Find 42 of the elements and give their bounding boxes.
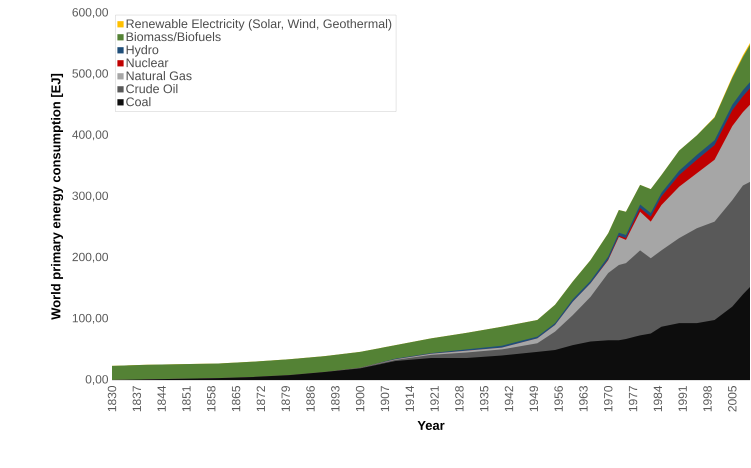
x-tick-label: 1907: [380, 386, 390, 412]
y-tick-label: 600,00: [72, 8, 108, 18]
y-tick-label: 500,00: [72, 69, 108, 80]
x-tick-label: 1984: [654, 386, 662, 412]
x-tick-label: 1963: [579, 386, 588, 412]
x-tick-label: 1942: [504, 386, 514, 412]
x-tick-label: 1900: [356, 386, 364, 412]
legend-label: Crude Oil: [126, 84, 178, 94]
x-tick-label: 1935: [480, 386, 488, 412]
x-tick-label: 1928: [455, 386, 464, 412]
x-axis-title: Year: [418, 420, 444, 430]
x-tick-label: 1837: [132, 386, 142, 412]
x-tick-label: 1858: [207, 386, 216, 412]
legend-label: Biomass/Biofuels: [126, 32, 221, 42]
x-tick-label: 1879: [281, 386, 290, 412]
x-tick-label: 1977: [628, 386, 638, 412]
x-tick-label: 1970: [604, 386, 612, 412]
y-tick-label: 100,00: [72, 314, 108, 324]
x-tick-label: 1998: [703, 386, 712, 412]
x-tick-label: 1956: [554, 386, 563, 412]
y-tick-label: 400,00: [72, 130, 108, 140]
legend-label: Coal: [126, 97, 150, 106]
x-tick-label: 1921: [430, 386, 439, 412]
y-tick-label: 300,00: [72, 192, 108, 202]
x-tick-label: 2005: [728, 386, 737, 412]
y-tick-label: 0,00: [86, 375, 108, 385]
y-tick-label: 200,00: [72, 252, 108, 263]
y-axis-title: World primary energy consumption [EJ]: [50, 74, 64, 320]
x-tick-label: 1914: [406, 386, 414, 412]
legend-label: Hydro: [126, 45, 158, 57]
x-tick-label: 1865: [232, 386, 240, 412]
legend-label: Nuclear: [126, 58, 168, 68]
legend-label: Renewable Electricity (Solar, Wind, Geothermal): [126, 19, 392, 31]
x-tick-label: 1893: [331, 386, 340, 412]
legend-label: Natural Gas: [126, 71, 192, 80]
x-tick-label: 1991: [678, 386, 687, 412]
x-tick-label: 1851: [182, 386, 191, 412]
x-tick-label: 1872: [256, 386, 266, 412]
x-tick-label: 1844: [157, 386, 166, 412]
x-tick-label: 1830: [108, 386, 116, 412]
x-tick-label: 1886: [306, 386, 315, 412]
x-tick-label: 1949: [530, 386, 538, 412]
